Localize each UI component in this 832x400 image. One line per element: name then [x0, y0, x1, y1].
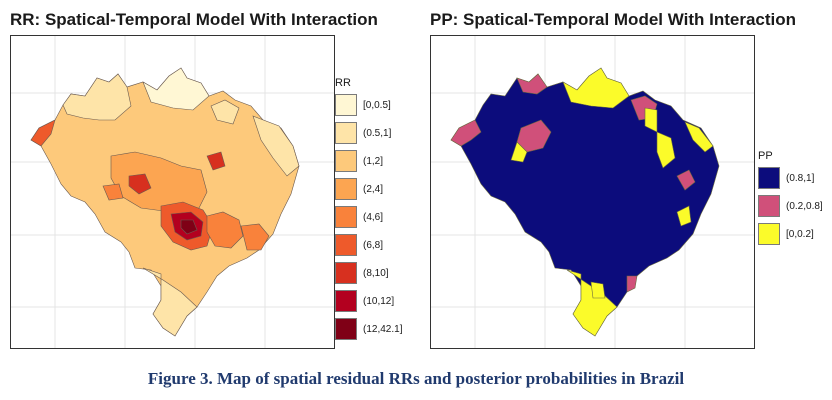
legend-label: (1,2] [363, 155, 384, 167]
pp-legend: PP (0.8,1] (0.2,0.8] [0,0.2] [758, 150, 823, 251]
rr-legend: RR [0,0.5] (0.5,1] (1,2] (2,4] (4,6] (6,… [335, 77, 402, 346]
rr-legend-title: RR [335, 77, 351, 89]
legend-swatch [335, 234, 357, 256]
rr-map [11, 36, 334, 348]
legend-label: (10,12] [363, 295, 395, 307]
legend-label: (6,8] [363, 239, 384, 251]
legend-swatch [335, 150, 357, 172]
legend-label: (12,42.1] [363, 323, 403, 335]
legend-swatch [335, 290, 357, 312]
legend-label: (4,6] [363, 211, 384, 223]
pp-legend-item: (0.2,0.8] [758, 195, 823, 217]
rr-legend-item: (0.5,1] [335, 122, 402, 144]
legend-label: (0.2,0.8] [786, 200, 823, 212]
pp-legend-item: [0,0.2] [758, 223, 823, 245]
rr-legend-item: (12,42.1] [335, 318, 402, 340]
right-panel-title: PP: Spatical-Temporal Model With Interac… [430, 10, 797, 29]
legend-swatch [758, 195, 780, 217]
rr-legend-item: (10,12] [335, 290, 402, 312]
legend-swatch [335, 206, 357, 228]
legend-label: (8,10] [363, 267, 389, 279]
legend-label: [0,0.5] [363, 99, 391, 111]
rr-legend-item: (1,2] [335, 150, 402, 172]
legend-swatch [335, 262, 357, 284]
legend-label: (0.8,1] [786, 172, 815, 184]
legend-swatch [758, 167, 780, 189]
pp-map [431, 36, 754, 348]
legend-swatch [335, 122, 357, 144]
rr-legend-item: (8,10] [335, 262, 402, 284]
rr-legend-item: (4,6] [335, 206, 402, 228]
rr-map-panel [10, 35, 335, 349]
legend-swatch [335, 94, 357, 116]
pp-map-panel [430, 35, 755, 349]
legend-label: (2,4] [363, 183, 384, 195]
pp-legend-item: (0.8,1] [758, 167, 823, 189]
legend-label: [0,0.2] [786, 228, 814, 240]
legend-swatch [335, 178, 357, 200]
pp-legend-title: PP [758, 150, 773, 162]
legend-label: (0.5,1] [363, 127, 392, 139]
figure-caption: Figure 3. Map of spatial residual RRs an… [147, 369, 685, 388]
legend-swatch [758, 223, 780, 245]
rr-legend-item: [0,0.5] [335, 94, 402, 116]
rr-regions [30, 67, 300, 337]
pp-regions [450, 67, 720, 337]
rr-legend-item: (6,8] [335, 234, 402, 256]
rr-legend-item: (2,4] [335, 178, 402, 200]
left-panel-title: RR: Spatical-Temporal Model With Interac… [10, 10, 378, 29]
legend-swatch [335, 318, 357, 340]
